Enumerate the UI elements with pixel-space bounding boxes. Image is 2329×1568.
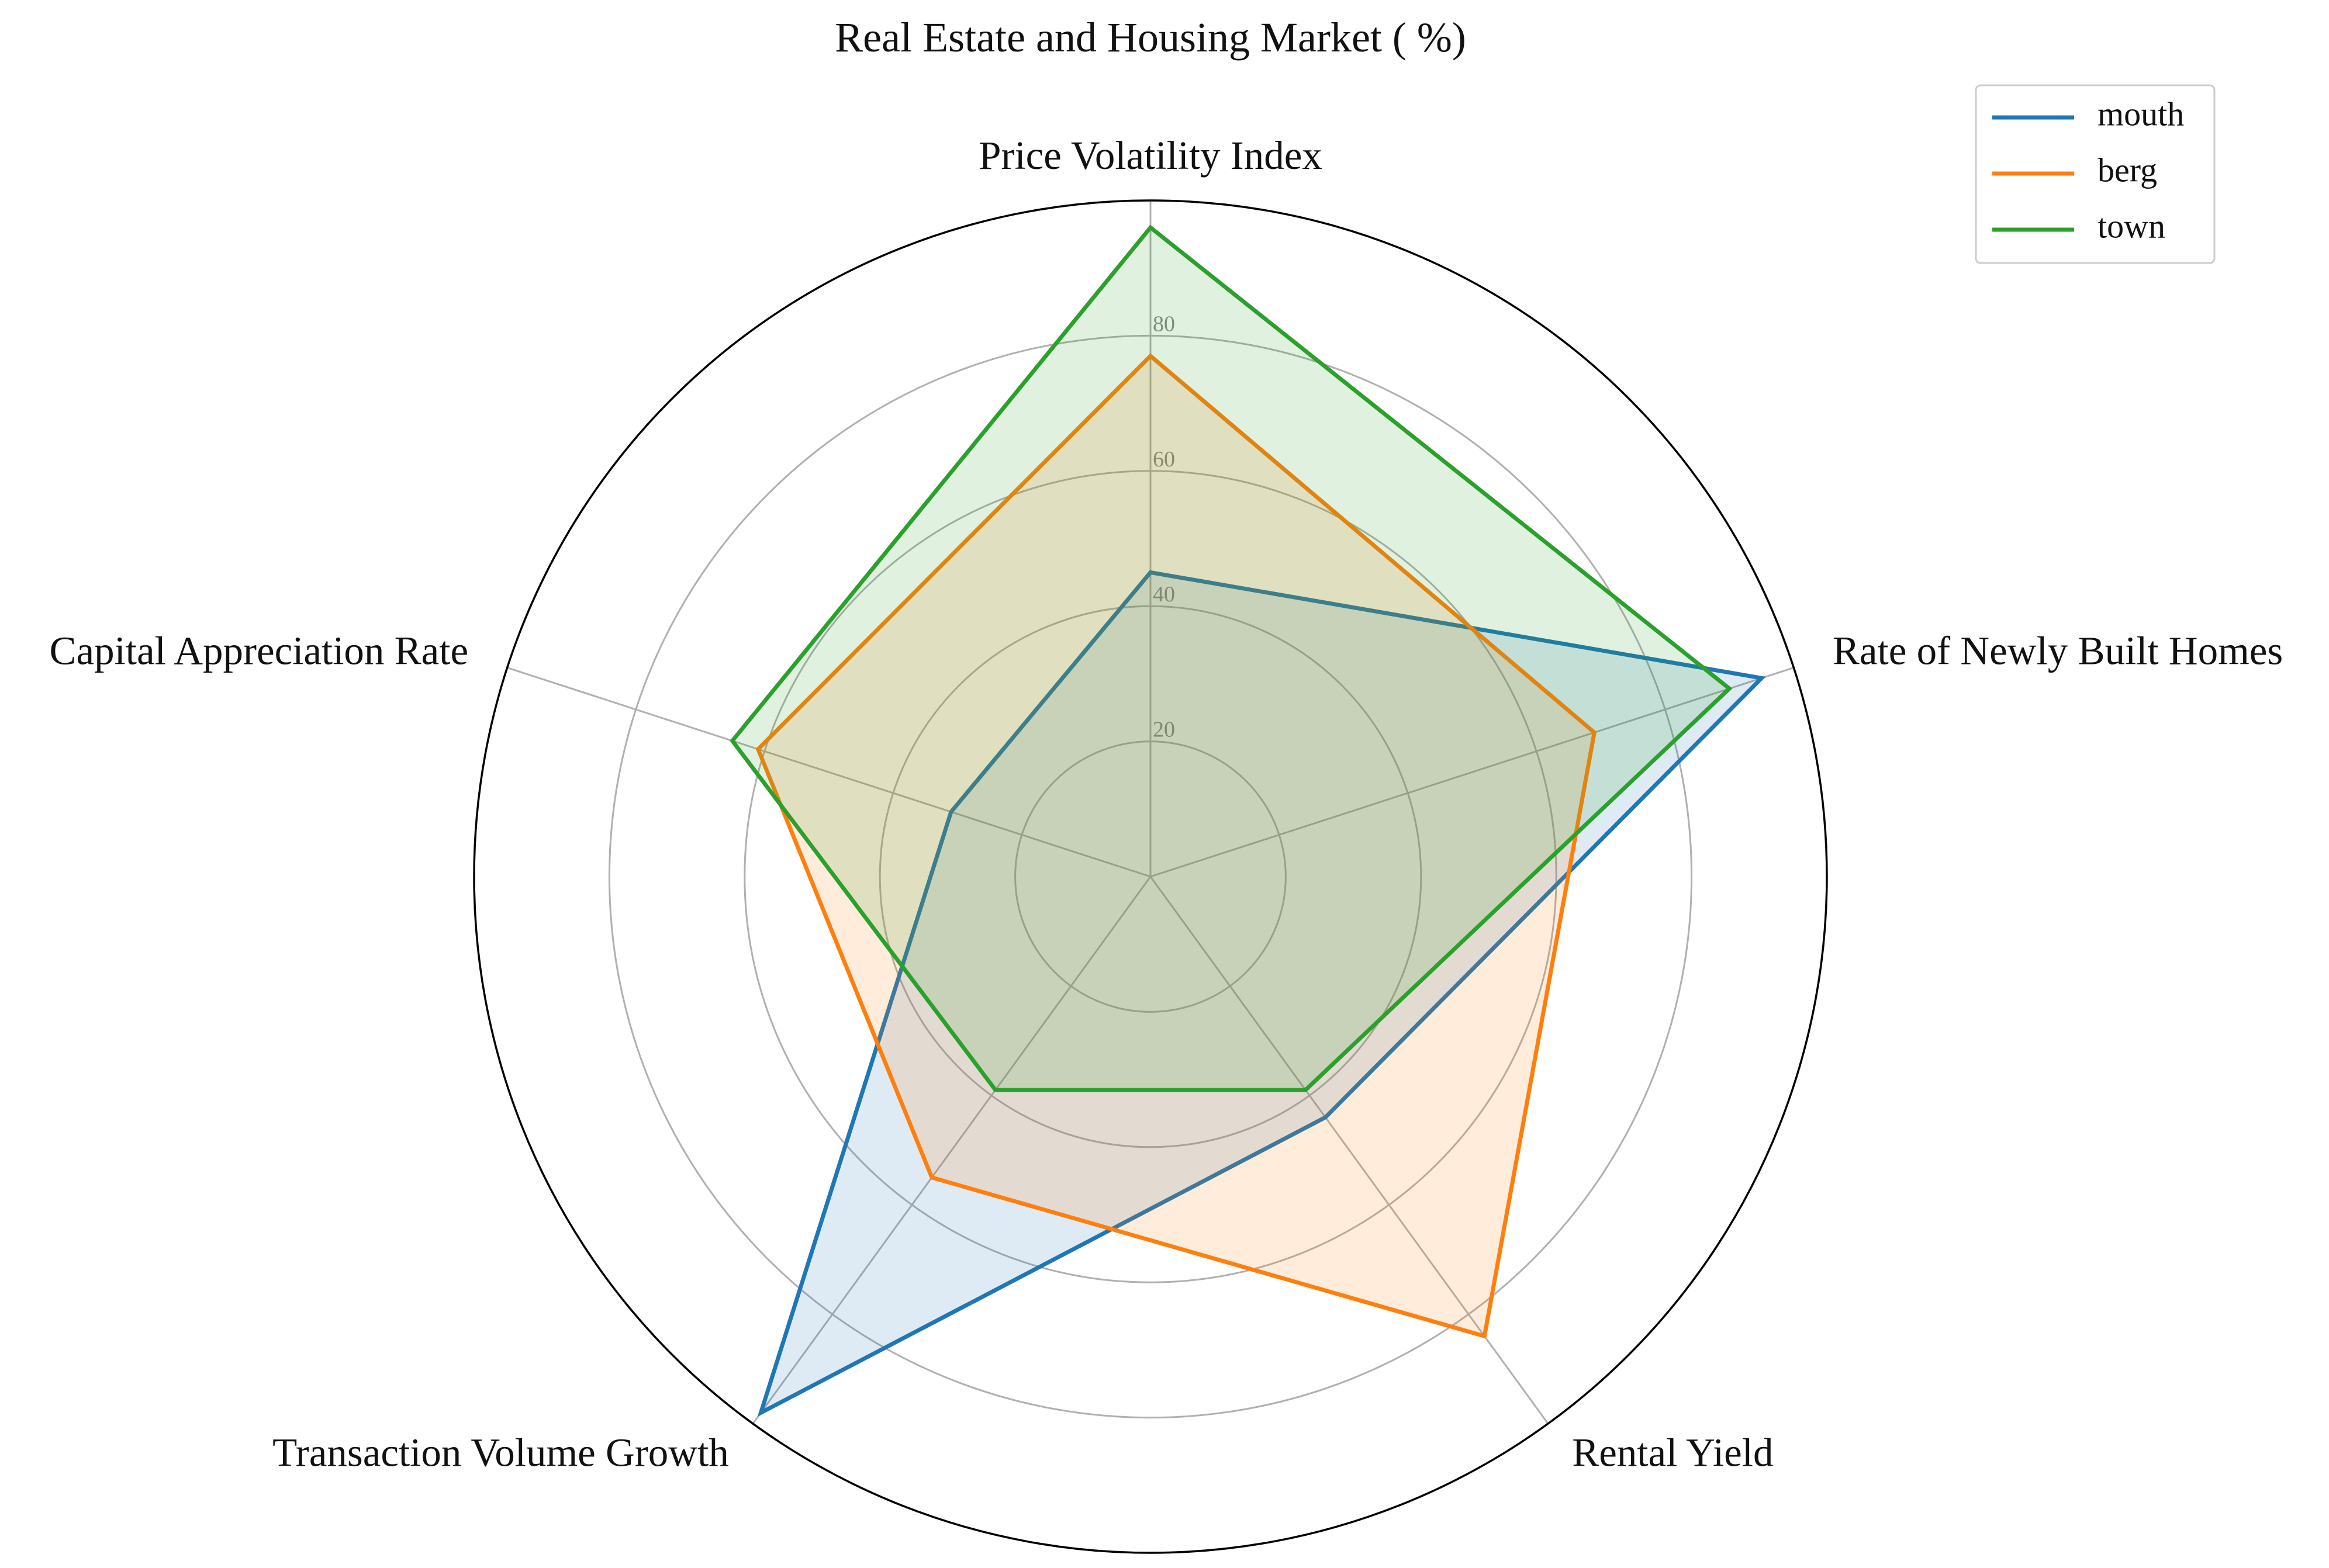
r-tick-label: 40	[1153, 582, 1175, 607]
series-line-mouth	[757, 570, 1766, 1417]
series-layer	[730, 224, 1766, 1417]
outer-frame	[473, 199, 1828, 1554]
r-tick-label: 80	[1153, 311, 1175, 336]
series-fill-town	[732, 227, 1730, 1091]
axis-label: Rental Yield	[1572, 1431, 1773, 1475]
series-fill-berg	[758, 356, 1595, 1337]
legend-label: mouth	[2098, 95, 2184, 133]
legend-label: town	[2098, 207, 2165, 245]
spoke-line	[752, 876, 1152, 1424]
axis-label: Transaction Volume Growth	[272, 1431, 729, 1475]
r-tick-label: 60	[1153, 447, 1175, 472]
axis-label: Capital Appreciation Rate	[49, 629, 468, 673]
series-fill-mouth	[761, 572, 1762, 1413]
axis-labels: Price Volatility Index Rate of Newly Buil…	[49, 133, 2283, 1475]
axis-label: Price Volatility Index	[979, 133, 1322, 178]
spoke-line	[507, 667, 1151, 878]
spoke-line	[1150, 667, 1794, 878]
r-tick-label: 20	[1153, 718, 1175, 742]
series-line-town	[730, 224, 1733, 1092]
legend-label: berg	[2098, 151, 2157, 189]
legend-box	[1975, 84, 2216, 264]
legend: mouth berg town	[1975, 84, 2216, 264]
radar-grid: 20 40 60 80	[473, 199, 1828, 1554]
series-line-berg	[755, 353, 1597, 1339]
spoke-line	[1149, 876, 1549, 1424]
axis-label: Rate of Newly Built Homes	[1833, 629, 2283, 673]
chart-title: Real Estate and Housing Market ( %)	[835, 14, 1466, 61]
